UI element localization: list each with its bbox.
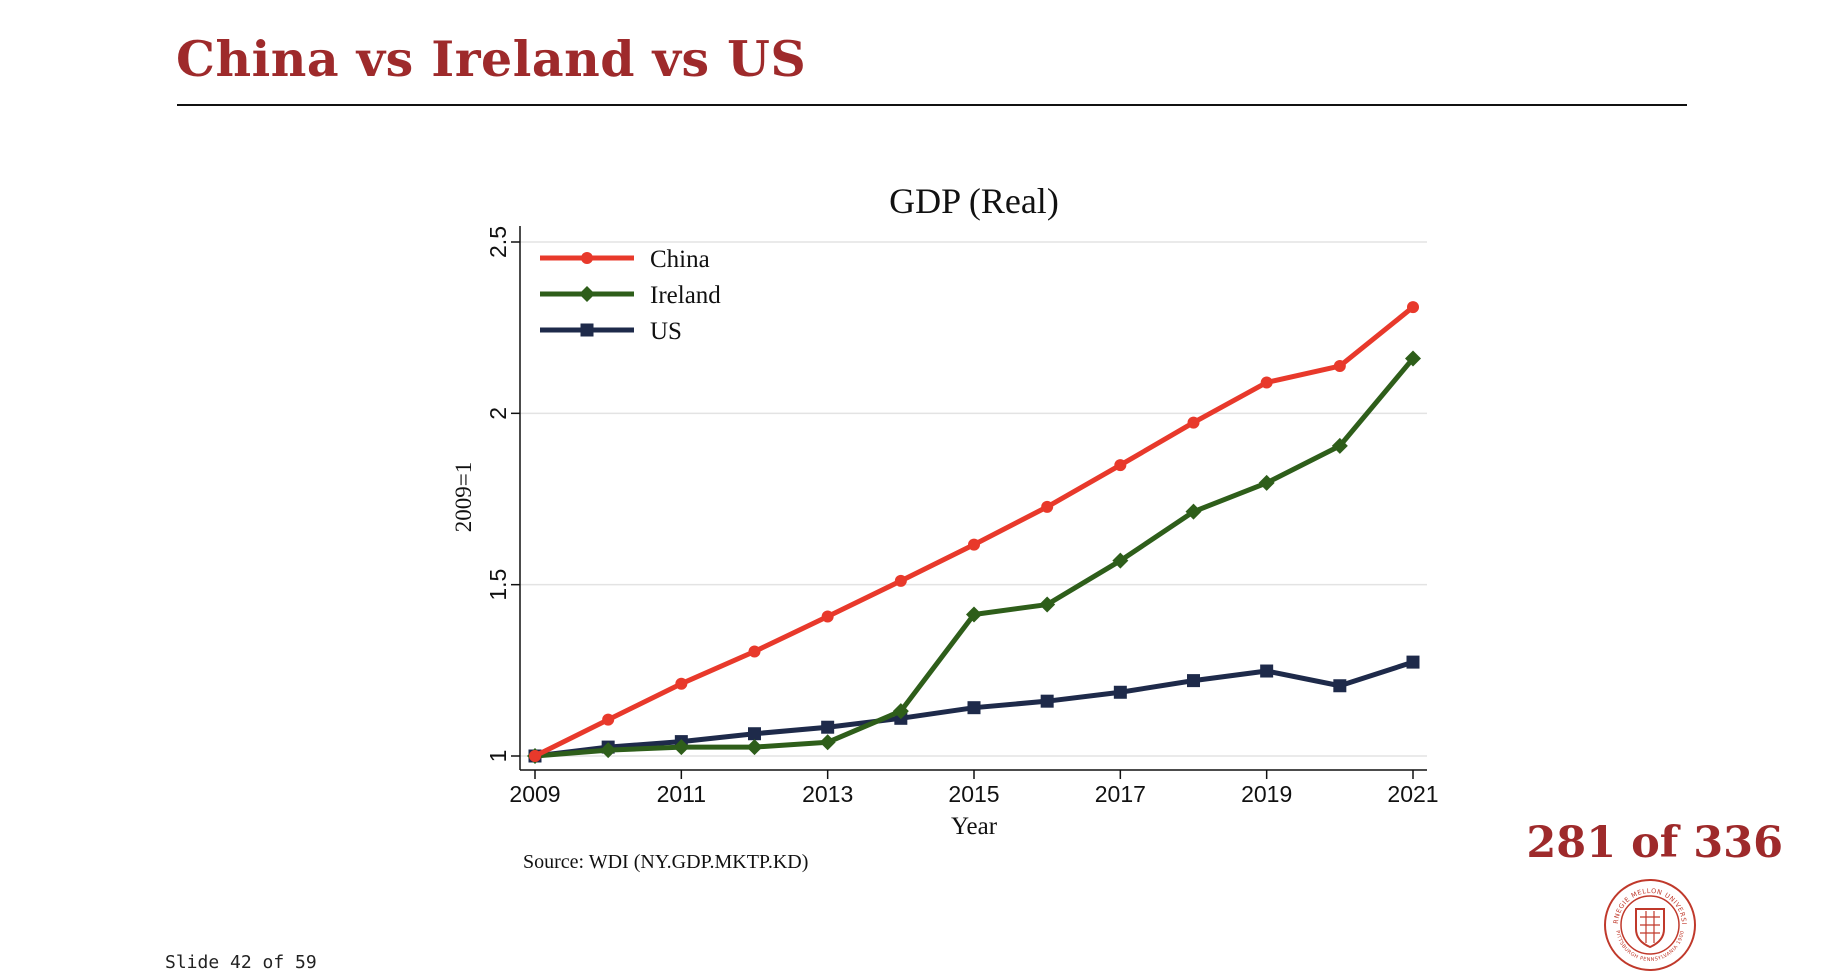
x-tick-label: 2015 xyxy=(948,781,999,807)
data-point-china xyxy=(821,610,834,623)
data-point-china xyxy=(1114,459,1127,472)
chart-title: GDP (Real) xyxy=(889,181,1059,221)
y-tick-label: 1.5 xyxy=(485,569,511,601)
data-point-us xyxy=(1260,664,1274,678)
data-point-ireland xyxy=(673,739,690,756)
title-divider xyxy=(177,104,1687,106)
data-point-china xyxy=(968,538,980,551)
data-point-china xyxy=(1333,360,1346,373)
x-axis-ticks: 2009 2011 2013 2015 2017 2019 2021 xyxy=(509,770,1439,807)
legend-label-ireland: Ireland xyxy=(650,282,721,309)
x-tick-label: 2013 xyxy=(802,781,853,807)
x-tick-label: 2017 xyxy=(1095,781,1146,807)
data-point-ireland xyxy=(1405,350,1421,367)
data-point-us xyxy=(1406,655,1420,669)
slide-number: Slide 42 of 59 xyxy=(165,952,317,973)
data-point-us xyxy=(748,727,761,741)
data-point-us xyxy=(1333,679,1347,693)
data-point-us xyxy=(821,720,835,734)
slide-title: China vs Ireland vs US xyxy=(176,30,807,88)
source-note: Source: WDI (NY.GDP.MKTP.KD) xyxy=(523,851,808,873)
legend-label-us: US xyxy=(650,318,682,345)
data-point-china xyxy=(748,645,761,658)
chart-legend: China Ireland US xyxy=(540,246,721,345)
data-point-ireland xyxy=(1331,437,1348,454)
data-point-ireland xyxy=(1039,596,1056,613)
data-point-china xyxy=(1041,500,1054,513)
data-point-china xyxy=(675,677,688,690)
data-point-ireland xyxy=(600,742,617,759)
series-line-ireland xyxy=(534,356,1415,759)
data-point-us xyxy=(1040,694,1054,708)
svg-text:CARNEGIE MELLON UNIVERSITY: CARNEGIE MELLON UNIVERSITY xyxy=(1602,877,1688,925)
data-point-china xyxy=(1187,416,1200,429)
x-tick-label: 2009 xyxy=(509,781,560,807)
x-axis-label: Year xyxy=(951,813,998,840)
data-point-ireland xyxy=(966,606,982,623)
x-tick-label: 2011 xyxy=(657,781,706,807)
data-point-china xyxy=(602,713,615,726)
data-point-ireland xyxy=(746,739,763,756)
data-point-ireland xyxy=(819,734,836,751)
y-tick-label: 2 xyxy=(485,407,511,420)
data-point-china xyxy=(1407,301,1419,314)
data-point-ireland xyxy=(1185,503,1202,520)
x-tick-label: 2021 xyxy=(1387,781,1438,807)
chart-series xyxy=(527,301,1421,764)
x-tick-label: 2019 xyxy=(1241,781,1292,807)
data-point-china xyxy=(894,574,907,587)
data-point-ireland xyxy=(892,703,909,720)
series-line-china xyxy=(533,305,1415,759)
university-seal-icon: CARNEGIE MELLON UNIVERSITY PITTSBURGH PE… xyxy=(1602,877,1696,971)
data-point-ireland xyxy=(1258,474,1275,491)
data-point-us xyxy=(1113,685,1127,699)
y-axis-label: 2009=1 xyxy=(451,462,476,532)
chart-gridlines xyxy=(520,241,1427,757)
data-point-ireland xyxy=(1112,552,1129,569)
page-counter: 281 of 336 xyxy=(1526,818,1783,868)
series-china xyxy=(529,301,1419,762)
data-point-china xyxy=(529,750,541,762)
data-point-us xyxy=(967,701,981,715)
legend-marker-china xyxy=(581,252,593,264)
y-tick-label: 1 xyxy=(485,750,511,763)
y-tick-label: 2.5 xyxy=(485,226,511,258)
legend-label-china: China xyxy=(650,246,710,273)
legend-marker-us xyxy=(580,323,594,337)
data-point-us xyxy=(1187,674,1200,688)
y-axis-ticks: 1 1.5 2 2.5 xyxy=(485,226,520,762)
data-point-china xyxy=(1260,376,1273,389)
legend-marker-ireland xyxy=(579,286,595,302)
